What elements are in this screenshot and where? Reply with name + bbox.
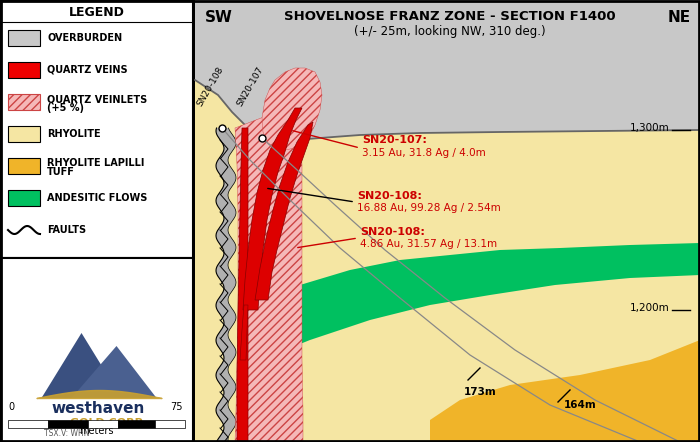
Text: 4.86 Au, 31.57 Ag / 13.1m: 4.86 Au, 31.57 Ag / 13.1m — [360, 239, 497, 249]
FancyBboxPatch shape — [8, 30, 40, 46]
Polygon shape — [255, 122, 313, 300]
Polygon shape — [260, 243, 700, 360]
Text: 75: 75 — [171, 402, 183, 412]
FancyBboxPatch shape — [195, 0, 700, 442]
Polygon shape — [216, 128, 236, 442]
Text: (+5 %): (+5 %) — [47, 103, 84, 113]
Text: 173m: 173m — [463, 387, 496, 397]
Polygon shape — [430, 340, 700, 442]
FancyBboxPatch shape — [155, 420, 185, 428]
Text: RHYOLITE: RHYOLITE — [47, 129, 101, 139]
Text: SN20-108:: SN20-108: — [357, 191, 422, 201]
FancyBboxPatch shape — [88, 420, 118, 428]
Text: SHOVELNOSE FRANZ ZONE - SECTION F1400: SHOVELNOSE FRANZ ZONE - SECTION F1400 — [284, 9, 616, 23]
Text: 3.15 Au, 31.8 Ag / 4.0m: 3.15 Au, 31.8 Ag / 4.0m — [362, 148, 486, 158]
Polygon shape — [195, 0, 700, 140]
Text: SN20-108:: SN20-108: — [360, 227, 425, 237]
Text: FAULTS: FAULTS — [47, 225, 86, 235]
Text: 164m: 164m — [564, 400, 596, 410]
Text: 1,200m: 1,200m — [630, 303, 670, 313]
FancyBboxPatch shape — [8, 62, 40, 78]
Text: TSX.V: WHN: TSX.V: WHN — [43, 429, 90, 438]
FancyBboxPatch shape — [0, 0, 193, 258]
FancyBboxPatch shape — [8, 94, 40, 110]
FancyBboxPatch shape — [118, 420, 155, 428]
Text: 1,300m: 1,300m — [630, 123, 670, 133]
Text: SN20-107:: SN20-107: — [362, 135, 427, 145]
Text: (+/- 25m, looking NW, 310 deg.): (+/- 25m, looking NW, 310 deg.) — [354, 26, 546, 38]
Text: 0: 0 — [8, 402, 14, 412]
Text: ANDESITIC FLOWS: ANDESITIC FLOWS — [47, 193, 148, 203]
Text: LEGEND: LEGEND — [69, 7, 125, 19]
FancyBboxPatch shape — [8, 190, 40, 206]
Polygon shape — [41, 333, 122, 398]
Polygon shape — [237, 128, 248, 442]
Text: meters: meters — [79, 426, 113, 436]
FancyBboxPatch shape — [8, 420, 48, 428]
FancyBboxPatch shape — [8, 158, 40, 174]
FancyBboxPatch shape — [8, 126, 40, 142]
Text: QUARTZ VEINLETS: QUARTZ VEINLETS — [47, 94, 147, 104]
Text: QUARTZ VEINS: QUARTZ VEINS — [47, 65, 127, 75]
Text: RHYOLITE LAPILLI: RHYOLITE LAPILLI — [47, 158, 144, 168]
Text: TUFF: TUFF — [47, 167, 75, 177]
Text: GOLD CORP: GOLD CORP — [70, 418, 143, 428]
Text: SW: SW — [205, 10, 233, 25]
Text: NE: NE — [668, 10, 691, 25]
Polygon shape — [240, 305, 248, 360]
FancyBboxPatch shape — [48, 420, 88, 428]
Polygon shape — [235, 105, 303, 442]
Polygon shape — [71, 346, 157, 398]
FancyBboxPatch shape — [0, 258, 193, 442]
Text: SN20-107: SN20-107 — [235, 65, 265, 108]
Text: OVERBURDEN: OVERBURDEN — [47, 33, 122, 43]
Text: SN20-108: SN20-108 — [195, 65, 225, 108]
Polygon shape — [243, 108, 302, 310]
Polygon shape — [262, 68, 322, 150]
Polygon shape — [195, 0, 700, 442]
Text: westhaven: westhaven — [52, 401, 145, 416]
Text: 16.88 Au, 99.28 Ag / 2.54m: 16.88 Au, 99.28 Ag / 2.54m — [357, 203, 500, 213]
